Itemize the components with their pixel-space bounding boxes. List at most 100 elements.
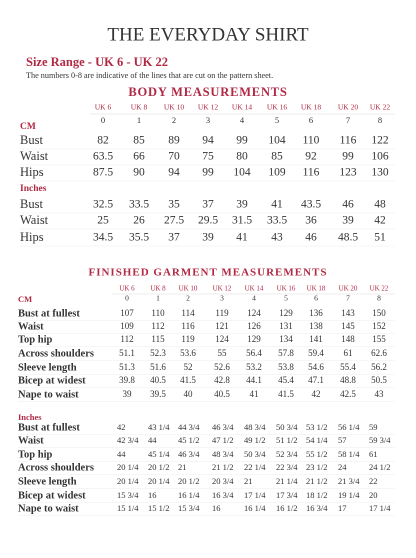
cell: 46 3/4 <box>212 422 234 432</box>
cell: 54.6 <box>308 362 324 372</box>
cell: 53 1/2 <box>306 422 328 432</box>
cell: 99 <box>202 167 214 179</box>
cell: 46 <box>342 199 354 211</box>
cell: 110 <box>151 308 165 318</box>
row-label: Nape to waist <box>18 503 79 514</box>
cell: 47.1 <box>308 375 324 385</box>
cell: 16 1/4 <box>178 490 200 500</box>
cell: 41 <box>271 199 283 211</box>
cell: 55 1/2 <box>306 449 328 459</box>
cell: 131 <box>279 321 293 331</box>
line-number: 3 <box>220 294 224 303</box>
cell: 32.5 <box>93 199 113 211</box>
row-label: Hips <box>20 165 44 179</box>
cell: 20 <box>369 490 378 500</box>
cell: 143 <box>341 308 355 318</box>
cell: 16 3/4 <box>306 503 328 513</box>
cell: 48.5 <box>338 232 358 244</box>
cell: 82 <box>97 135 109 147</box>
cell: 50.5 <box>371 375 387 385</box>
row-label: Waist <box>18 435 44 446</box>
cell: 47 1/2 <box>212 435 234 445</box>
cell: 33.5 <box>267 215 287 227</box>
cell: 43.5 <box>301 199 321 211</box>
cell: 94 <box>168 167 180 179</box>
cell: 124 <box>215 334 229 344</box>
size-label: UK 12 <box>198 103 218 112</box>
cell: 36 <box>305 215 317 227</box>
line-number: 1 <box>137 115 141 125</box>
line-number: 3 <box>206 115 210 125</box>
cell: 53.6 <box>180 348 196 358</box>
row-label: Nape to waist <box>18 389 79 400</box>
cell: 45 1/4 <box>148 449 170 459</box>
cell: 41 <box>250 389 259 399</box>
cell: 136 <box>309 308 323 318</box>
cell: 152 <box>372 321 386 331</box>
size-label: UK 20 <box>338 103 358 112</box>
cell: 17 3/4 <box>276 490 298 500</box>
cell: 21 <box>244 476 253 486</box>
cell: 48 3/4 <box>212 449 234 459</box>
cell: 130 <box>371 167 389 179</box>
cell: 61 <box>344 348 353 358</box>
cell: 61 <box>369 449 378 459</box>
cell: 56 1/4 <box>338 422 360 432</box>
cell: 42 3/4 <box>117 435 139 445</box>
cell: 17 1/4 <box>244 490 266 500</box>
cell: 148 <box>341 334 355 344</box>
line-number: 0 <box>101 115 105 125</box>
cell: 16 1/4 <box>244 503 266 513</box>
row-label: Bust <box>20 133 43 147</box>
cell: 116 <box>340 135 357 147</box>
cell: 46 <box>305 232 317 244</box>
cell: 19 1/4 <box>338 490 360 500</box>
cell: 104 <box>233 167 251 179</box>
cell: 112 <box>151 321 164 331</box>
cell: 15 3/4 <box>117 490 139 500</box>
cell: 150 <box>372 308 386 318</box>
cell: 26 <box>133 215 145 227</box>
size-label: UK 22 <box>370 103 390 112</box>
size-label: UK 18 <box>307 285 326 293</box>
row-label: Sleeve length <box>18 362 77 373</box>
cell: 59.4 <box>308 348 324 358</box>
cell: 122 <box>371 135 389 147</box>
cell: 48.8 <box>340 375 356 385</box>
cell: 21 1/2 <box>212 462 234 472</box>
cell: 50 3/4 <box>244 449 266 459</box>
group-label: Inches <box>20 184 47 194</box>
line-number: 5 <box>284 294 288 303</box>
cell: 43 <box>271 232 283 244</box>
cell: 116 <box>303 167 320 179</box>
line-number: 5 <box>275 115 279 125</box>
row-label: Bust <box>20 197 43 211</box>
cell: 43 <box>375 389 385 399</box>
cell: 25 <box>97 215 109 227</box>
row-label: Bicep at widest <box>18 490 86 501</box>
cell: 59 3/4 <box>369 435 391 445</box>
cell: 20 3/4 <box>212 476 234 486</box>
size-label: UK 22 <box>370 285 389 293</box>
size-label: UK 10 <box>164 103 184 112</box>
cell: 123 <box>339 167 357 179</box>
cell: 85 <box>271 151 283 163</box>
cell: 52 3/4 <box>276 449 298 459</box>
cell: 20 1/4 <box>148 476 170 486</box>
title: THE EVERYDAY SHIRT <box>107 24 309 45</box>
line-number: 8 <box>378 115 382 125</box>
cell: 39.5 <box>150 389 166 399</box>
cell: 59 <box>369 422 378 432</box>
size-label: UK 12 <box>213 285 232 293</box>
cell: 99 <box>236 135 248 147</box>
cell: 39 <box>342 215 354 227</box>
cell: 24 <box>338 462 347 472</box>
cell: 126 <box>247 321 261 331</box>
row-label: Bicep at widest <box>18 375 86 386</box>
cell: 58 1/4 <box>338 449 360 459</box>
cell: 16 1/2 <box>276 503 298 513</box>
cell: 20 1/4 <box>117 476 139 486</box>
cell: 51.3 <box>119 362 135 372</box>
cell: 57.8 <box>278 348 294 358</box>
cell: 52 <box>184 362 193 372</box>
